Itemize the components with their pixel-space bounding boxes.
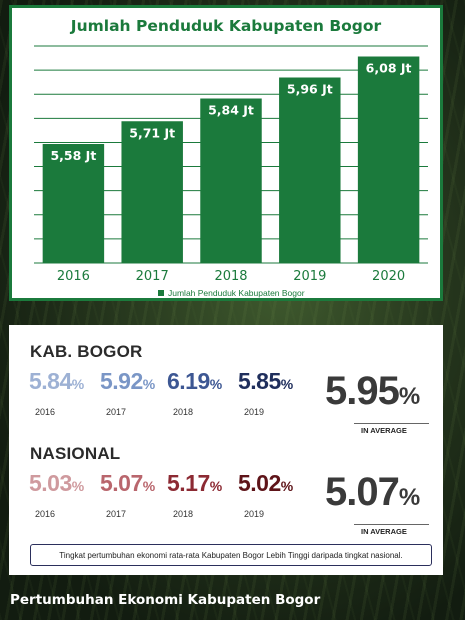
nas-rate-value: 5.17% xyxy=(167,470,222,496)
kab-rate-year: 2019 xyxy=(244,407,265,417)
nas-rate-year: 2019 xyxy=(244,509,265,519)
legend-label: Jumlah Penduduk Kabupaten Bogor xyxy=(168,288,305,298)
kab-bogor-title: KAB. BOGOR xyxy=(30,342,143,361)
population-chart: Jumlah Penduduk Kabupaten Bogor 5,58 Jt 2… xyxy=(9,5,443,301)
note-text: Tingkat pertumbuhan ekonomi rata-rata Ka… xyxy=(59,550,403,560)
x-tick-label: 2016 xyxy=(57,269,90,284)
nas-rate-value: 5.02% xyxy=(238,470,293,496)
kab-rate-year: 2018 xyxy=(173,407,194,417)
kab-rate-year: 2017 xyxy=(106,407,127,417)
bar-data-label: 5,96 Jt xyxy=(287,82,333,97)
nasional-title: NASIONAL xyxy=(30,444,121,463)
legend-swatch xyxy=(158,290,164,296)
nas-rate-value: 5.03% xyxy=(29,470,84,496)
x-tick-label: 2018 xyxy=(214,269,247,284)
kab-average-divider xyxy=(354,423,429,424)
kab-rate-value: 5.84% xyxy=(29,368,84,394)
nas-rate-value: 5.07% xyxy=(100,470,155,496)
nas-rate-year: 2016 xyxy=(35,509,56,519)
kab-rate-value: 6.19% xyxy=(167,368,222,394)
x-tick-label: 2019 xyxy=(293,269,326,284)
kab-average-label: IN AVERAGE xyxy=(361,426,407,435)
bar-data-label: 6,08 Jt xyxy=(366,61,412,76)
chart-legend: Jumlah Penduduk Kabupaten Bogor xyxy=(158,288,305,298)
kab-rate-year: 2016 xyxy=(35,407,56,417)
footer-title: Pertumbuhan Ekonomi Kabupaten Bogor xyxy=(10,592,321,608)
bar-data-label: 5,71 Jt xyxy=(129,125,175,140)
kab-rate-value: 5.92% xyxy=(100,368,155,394)
bar-data-label: 5,84 Jt xyxy=(208,103,254,118)
kab-average-value: 5.95% xyxy=(325,369,420,413)
bar xyxy=(279,77,341,263)
x-tick-label: 2020 xyxy=(372,269,405,284)
bar xyxy=(357,56,420,263)
note-box: Tingkat pertumbuhan ekonomi rata-rata Ka… xyxy=(30,544,432,566)
nas-rate-year: 2017 xyxy=(106,509,127,519)
bar-data-label: 5,58 Jt xyxy=(50,148,96,163)
nas-average-value: 5.07% xyxy=(325,470,420,514)
bar xyxy=(42,144,105,263)
nas-average-divider xyxy=(354,524,429,525)
growth-panel: KAB. BOGOR 5.84% 2016 5.92% 2017 6.19% 2018 5.… xyxy=(9,325,443,575)
chart-title: Jumlah Penduduk Kabupaten Bogor xyxy=(70,17,382,35)
bar-chart-svg: 5,58 Jt 2016 5,71 Jt 2017 5,84 Jt 2018 5,96 Jt… xyxy=(34,45,428,284)
bar xyxy=(121,121,183,263)
bar xyxy=(200,98,262,263)
nas-average-label: IN AVERAGE xyxy=(361,527,407,536)
x-tick-label: 2017 xyxy=(136,269,169,284)
kab-rate-value: 5.85% xyxy=(238,368,293,394)
nas-rate-year: 2018 xyxy=(173,509,194,519)
